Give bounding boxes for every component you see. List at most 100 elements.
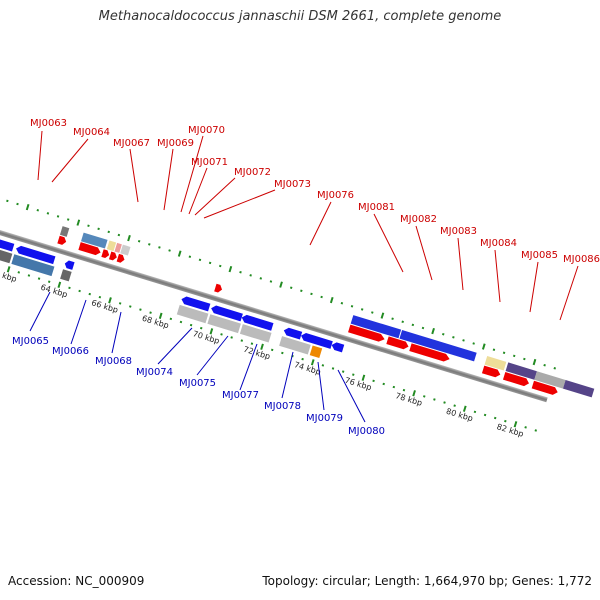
major-tick bbox=[532, 358, 537, 366]
gene-label: MJ0070 bbox=[188, 125, 225, 136]
genome-stats-label: Topology: circular; Length: 1,664,970 bp… bbox=[262, 574, 592, 588]
major-tick bbox=[380, 312, 385, 319]
gene-arrow bbox=[116, 253, 125, 263]
leader-line bbox=[373, 213, 404, 273]
leader-line bbox=[415, 225, 433, 281]
gene-block bbox=[81, 232, 108, 249]
leader-line bbox=[559, 265, 579, 321]
gene-block bbox=[207, 314, 241, 334]
forward-gene-labels bbox=[37, 130, 579, 321]
minor-tick bbox=[300, 289, 303, 293]
gene-label: MJ0078 bbox=[264, 401, 301, 412]
minor-tick bbox=[493, 416, 497, 420]
reverse-gene-labels bbox=[29, 291, 366, 423]
minor-tick bbox=[189, 323, 193, 327]
minor-tick bbox=[340, 301, 344, 305]
minor-tick bbox=[36, 208, 40, 212]
minor-tick bbox=[382, 382, 385, 386]
gene-block bbox=[120, 244, 131, 256]
minor-tick bbox=[249, 274, 252, 277]
leader-line bbox=[281, 351, 294, 399]
major-tick bbox=[310, 359, 315, 366]
gene-arrow bbox=[16, 245, 56, 265]
leader-line bbox=[37, 130, 43, 181]
minor-tick bbox=[320, 295, 323, 299]
minor-tick bbox=[56, 215, 60, 218]
minor-tick bbox=[97, 227, 100, 231]
minor-tick bbox=[483, 413, 487, 417]
gene-label: MJ0067 bbox=[113, 138, 150, 149]
gene-label: MJ0063 bbox=[30, 118, 67, 129]
minor-tick bbox=[452, 336, 455, 339]
gene-block bbox=[60, 269, 72, 282]
minor-tick bbox=[158, 246, 161, 249]
reverse-gene-label-texts: MJ0065 MJ0066 MJ0068 MJ0074 MJ0075 MJ007… bbox=[12, 336, 385, 437]
major-tick bbox=[279, 281, 283, 288]
minor-tick bbox=[117, 233, 121, 237]
major-tick bbox=[6, 266, 11, 273]
leader-line bbox=[194, 177, 236, 216]
minor-tick bbox=[512, 354, 516, 358]
leader-line bbox=[157, 327, 193, 365]
genome-backbone bbox=[0, 204, 548, 403]
major-tick bbox=[431, 327, 435, 335]
minor-tick bbox=[118, 302, 122, 305]
minor-tick bbox=[88, 292, 91, 296]
leader-line bbox=[309, 201, 332, 246]
forward-genes-outer-row bbox=[59, 226, 595, 398]
minor-tick bbox=[149, 311, 152, 314]
gene-block bbox=[11, 254, 55, 277]
minor-tick bbox=[502, 351, 506, 355]
kbp-label: 64 kbp bbox=[40, 283, 69, 300]
gene-label: MJ0064 bbox=[73, 127, 110, 138]
gene-label: MJ0084 bbox=[480, 238, 517, 249]
minor-tick bbox=[392, 385, 396, 389]
gene-block bbox=[350, 315, 402, 339]
major-tick bbox=[209, 328, 214, 335]
minor-tick bbox=[240, 339, 244, 342]
minor-tick bbox=[208, 261, 212, 265]
minor-tick bbox=[218, 264, 222, 268]
gene-block bbox=[239, 324, 272, 343]
minor-tick bbox=[6, 199, 9, 203]
minor-tick bbox=[281, 351, 284, 355]
kbp-label: 66 kbp bbox=[90, 298, 119, 315]
outer-tick-track bbox=[6, 199, 557, 370]
leader-line bbox=[188, 167, 208, 215]
minor-tick bbox=[137, 239, 141, 243]
minor-tick bbox=[472, 342, 475, 345]
minor-tick bbox=[289, 286, 293, 289]
gene-arrow bbox=[211, 305, 243, 322]
leader-line bbox=[203, 189, 276, 219]
major-tick bbox=[25, 203, 30, 211]
minor-tick bbox=[179, 320, 183, 324]
kbp-label: 70 kbp bbox=[192, 329, 221, 346]
gene-label: MJ0085 bbox=[521, 250, 558, 261]
minor-tick bbox=[129, 305, 132, 308]
gene-label: MJ0076 bbox=[317, 190, 354, 201]
minor-tick bbox=[402, 388, 406, 392]
gene-arrow bbox=[181, 296, 211, 312]
minor-tick bbox=[148, 243, 151, 246]
minor-tick bbox=[423, 395, 426, 398]
gene-label: MJ0065 bbox=[12, 336, 49, 347]
minor-tick bbox=[78, 289, 81, 293]
leader-line bbox=[51, 138, 89, 183]
minor-tick bbox=[341, 370, 345, 373]
gene-block bbox=[176, 304, 209, 324]
gene-arrow bbox=[531, 380, 558, 395]
minor-tick bbox=[371, 311, 374, 314]
gene-arrow bbox=[386, 336, 409, 350]
minor-tick bbox=[352, 373, 355, 376]
minor-tick bbox=[239, 270, 242, 274]
minor-tick bbox=[16, 202, 19, 206]
gene-label: MJ0071 bbox=[191, 157, 228, 168]
minor-tick bbox=[321, 364, 325, 367]
inner-tick-track bbox=[6, 266, 538, 432]
minor-tick bbox=[443, 401, 446, 404]
leader-line bbox=[129, 148, 139, 203]
minor-tick bbox=[68, 286, 71, 290]
leader-line bbox=[70, 299, 87, 345]
gene-block bbox=[106, 240, 117, 252]
gene-arrow bbox=[283, 327, 303, 340]
